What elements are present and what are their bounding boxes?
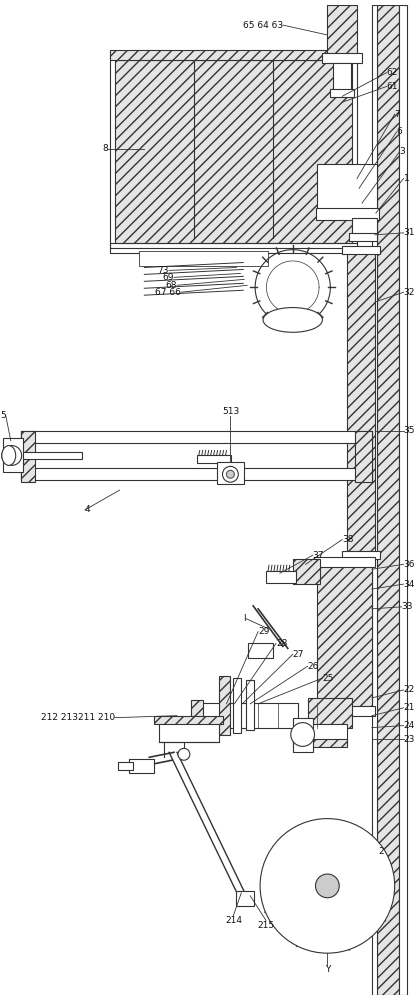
Bar [315, 208, 379, 220]
Text: 29: 29 [258, 627, 270, 636]
Circle shape [223, 466, 238, 482]
Bar [21, 468, 372, 480]
Text: 37: 37 [312, 551, 324, 560]
Bar [110, 55, 357, 248]
Text: 28: 28 [276, 639, 287, 648]
Text: 212 213211 210: 212 213211 210 [40, 713, 115, 722]
Text: 36: 36 [404, 560, 415, 569]
Text: 1: 1 [404, 174, 409, 183]
Bar [197, 455, 231, 463]
Bar [118, 762, 134, 770]
Bar [218, 676, 230, 735]
Bar [317, 559, 372, 708]
Text: 6: 6 [396, 127, 402, 136]
Text: 69: 69 [163, 273, 174, 282]
Bar [154, 716, 223, 724]
Bar [233, 678, 241, 733]
Bar [342, 551, 380, 559]
Text: 215: 215 [258, 921, 275, 930]
Bar [307, 698, 352, 728]
Circle shape [315, 874, 339, 898]
Text: 4: 4 [85, 505, 91, 514]
Bar [327, 5, 357, 55]
Text: 65 64 63: 65 64 63 [243, 21, 283, 30]
Bar [333, 63, 351, 92]
Text: 7: 7 [395, 110, 401, 119]
Circle shape [178, 748, 190, 760]
Bar [372, 5, 377, 995]
Bar [199, 703, 298, 728]
Text: 513: 513 [222, 407, 239, 416]
Text: 27: 27 [293, 650, 304, 659]
Bar [355, 431, 372, 482]
Text: 33: 33 [401, 602, 413, 611]
Bar [248, 643, 273, 658]
Bar [399, 5, 406, 995]
Text: 3: 3 [400, 147, 405, 156]
Ellipse shape [2, 446, 16, 465]
Bar [314, 706, 375, 716]
Bar [21, 431, 372, 443]
Text: 24: 24 [404, 721, 415, 730]
Circle shape [260, 819, 395, 953]
Text: 23: 23 [404, 735, 415, 744]
Bar [139, 251, 268, 266]
Bar [3, 438, 22, 472]
Text: 21: 21 [404, 703, 415, 712]
Text: 26: 26 [307, 662, 319, 671]
Text: 62: 62 [387, 68, 398, 77]
Bar [246, 680, 254, 730]
Bar [129, 759, 154, 773]
Text: 61: 61 [387, 82, 398, 91]
Text: Y: Y [325, 965, 330, 974]
Bar [266, 571, 296, 583]
Text: 214: 214 [225, 916, 242, 925]
Text: 8: 8 [102, 144, 108, 153]
Circle shape [226, 470, 234, 478]
Text: 5: 5 [0, 411, 6, 420]
Bar [236, 891, 254, 906]
Text: 38: 38 [342, 535, 354, 544]
Circle shape [291, 723, 314, 746]
Bar [314, 557, 375, 567]
Text: 68: 68 [166, 281, 177, 290]
Bar [22, 452, 82, 459]
Ellipse shape [263, 308, 322, 332]
Bar [317, 164, 377, 213]
Bar [347, 248, 375, 554]
Bar [330, 89, 354, 97]
Bar [349, 233, 377, 241]
Bar [217, 462, 244, 484]
Circle shape [2, 446, 22, 465]
Bar [342, 246, 380, 254]
Text: I: I [244, 614, 246, 623]
Bar [191, 700, 203, 732]
Text: 73: 73 [158, 266, 169, 275]
Text: 25: 25 [322, 674, 334, 683]
Text: 34: 34 [404, 580, 415, 589]
Bar [110, 243, 357, 253]
Bar [293, 724, 347, 743]
Text: 31: 31 [404, 228, 415, 237]
Text: 35: 35 [404, 426, 415, 435]
Text: 22: 22 [404, 685, 415, 694]
Bar [110, 50, 357, 60]
Bar [293, 559, 320, 584]
Text: 2: 2 [379, 847, 384, 856]
Bar [377, 5, 399, 995]
Text: 67 66: 67 66 [155, 288, 181, 297]
Bar [293, 718, 312, 752]
Bar [352, 218, 377, 236]
Bar [293, 739, 347, 747]
Bar [115, 60, 352, 243]
Bar [21, 431, 35, 482]
Bar [322, 53, 362, 63]
Bar [159, 718, 218, 742]
Text: 32: 32 [404, 288, 415, 297]
